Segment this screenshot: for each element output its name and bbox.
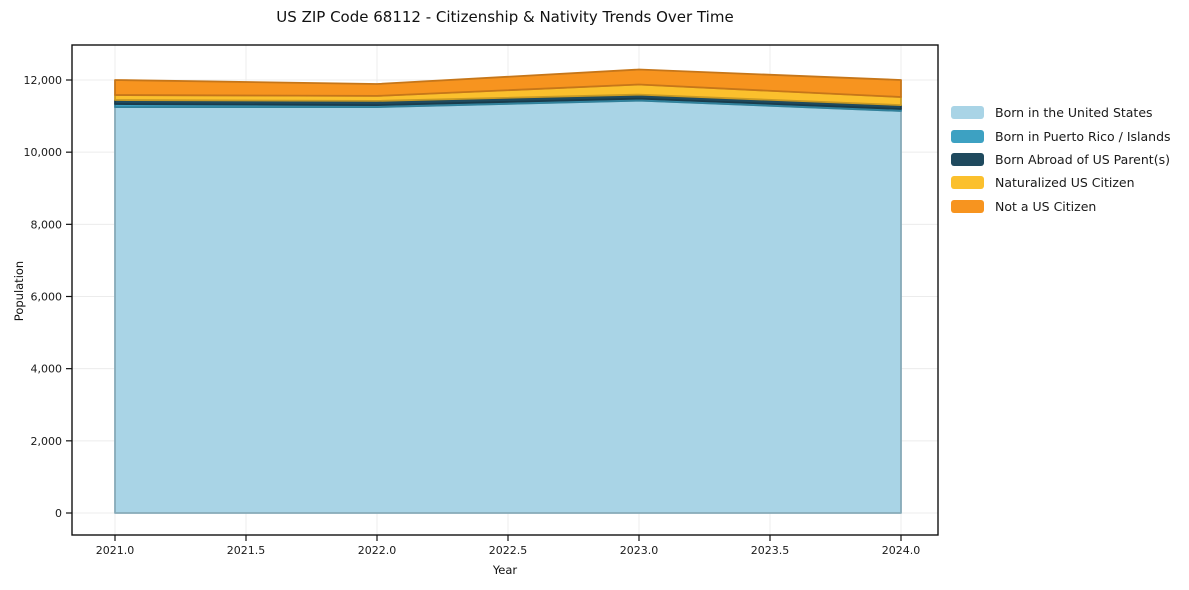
x-tick-label: 2022.0 — [358, 544, 397, 557]
legend-item: Born in Puerto Rico / Islands — [951, 124, 1171, 147]
legend-label: Born in the United States — [995, 105, 1153, 121]
y-tick-label: 12,000 — [24, 74, 63, 87]
x-tick-label: 2023.0 — [620, 544, 659, 557]
legend-item: Born in the United States — [951, 101, 1171, 124]
y-tick-label: 6,000 — [31, 291, 63, 304]
x-tick-label: 2024.0 — [882, 544, 921, 557]
x-tick-label: 2021.5 — [227, 544, 266, 557]
plot-frame — [71, 44, 939, 536]
chart-title: US ZIP Code 68112 - Citizenship & Nativi… — [276, 8, 734, 26]
legend-swatch — [951, 129, 984, 143]
x-tick-label: 2023.5 — [751, 544, 790, 557]
area-born-in-the-united-states — [114, 99, 902, 514]
legend-swatch — [951, 199, 984, 213]
legend-label: Born Abroad of US Parent(s) — [995, 151, 1170, 167]
y-tick-label: 4,000 — [31, 363, 63, 376]
y-tick-label: 0 — [55, 507, 62, 520]
legend-item: Naturalized US Citizen — [951, 171, 1171, 194]
legend-label: Naturalized US Citizen — [995, 175, 1135, 191]
legend-item: Not a US Citizen — [951, 195, 1171, 218]
legend: Born in the United States Born in Puerto … — [951, 101, 1171, 218]
y-axis-label: Population — [12, 260, 26, 322]
legend-swatch — [951, 152, 984, 166]
legend-item: Born Abroad of US Parent(s) — [951, 148, 1171, 171]
y-tick-label: 8,000 — [31, 218, 63, 231]
legend-label: Not a US Citizen — [995, 198, 1097, 214]
legend-swatch — [951, 176, 984, 190]
x-tick-label: 2022.5 — [489, 544, 528, 557]
x-axis-label: Year — [492, 563, 518, 577]
area-not-a-us-citizen — [114, 68, 902, 98]
x-tick-label: 2021.0 — [96, 544, 135, 557]
y-tick-label: 2,000 — [31, 435, 63, 448]
y-tick-label: 10,000 — [24, 146, 63, 159]
legend-swatch — [951, 106, 984, 120]
legend-label: Born in Puerto Rico / Islands — [995, 128, 1171, 144]
